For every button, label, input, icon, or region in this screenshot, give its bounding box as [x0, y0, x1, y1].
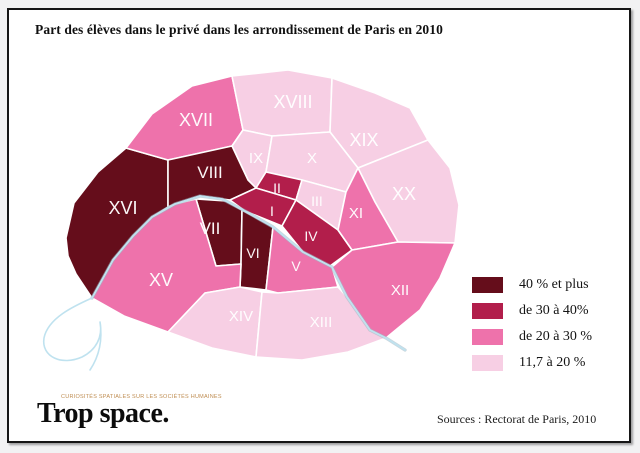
- region-label-VII: VII: [200, 219, 221, 238]
- legend-row: 40 % et plus: [472, 277, 592, 293]
- region-label-II: II: [273, 180, 281, 196]
- map-title: Part des élèves dans le privé dans les a…: [35, 22, 443, 37]
- trop-space-logo: CURIOSITÉS SPATIALES SUR LES SOCIÉTÉS HU…: [37, 394, 222, 428]
- seine-southwest-loop: [43, 297, 102, 371]
- region-label-XII: XII: [391, 282, 409, 299]
- legend-label: de 20 à 30 %: [519, 329, 593, 344]
- legend-label: 40 % et plus: [519, 277, 589, 292]
- legend-swatch-11-20: [472, 355, 503, 371]
- region-label-IX: IX: [249, 150, 263, 167]
- seine-channel: [91, 195, 406, 351]
- map-regions: [65, 69, 460, 361]
- region-label-XV: XV: [149, 270, 173, 290]
- region-label-VIII: VIII: [197, 163, 223, 182]
- legend-row: de 30 à 40%: [472, 303, 592, 319]
- logo-text: Trop space.: [37, 398, 169, 429]
- legend-swatch-30-40: [472, 303, 503, 319]
- region-label-IV: IV: [304, 228, 318, 244]
- region-label-III: III: [311, 193, 323, 209]
- seine-river: [43, 194, 407, 371]
- region-label-XX: XX: [392, 184, 416, 204]
- logo-tagline: CURIOSITÉS SPATIALES SUR LES SOCIÉTÉS HU…: [61, 394, 222, 400]
- legend-label: 11,7 à 20 %: [519, 355, 586, 370]
- region-label-I: I: [270, 203, 274, 219]
- region-label-XVII: XVII: [179, 110, 213, 130]
- region-label-XIX: XIX: [349, 130, 378, 150]
- region-label-XIV: XIV: [229, 308, 253, 325]
- region-label-XIII: XIII: [310, 314, 333, 331]
- sources-note: Sources : Rectorat de Paris, 2010: [437, 412, 597, 426]
- region-label-V: V: [291, 258, 301, 274]
- region-label-X: X: [307, 150, 317, 167]
- region-label-VI: VI: [246, 245, 259, 261]
- legend-swatch-40-plus: [472, 277, 503, 293]
- legend-row: de 20 à 30 %: [472, 329, 592, 345]
- region-label-XVIII: XVIII: [273, 92, 312, 112]
- region-label-XVI: XVI: [108, 198, 137, 218]
- map-labels: XVI XVII XVIII XIX XX IX X VIII II III I…: [108, 92, 416, 331]
- legend-swatch-20-30: [472, 329, 503, 345]
- legend-label: de 30 à 40%: [519, 303, 589, 318]
- region-label-XI: XI: [349, 205, 363, 222]
- legend: 40 % et plus de 30 à 40% de 20 à 30 % 11…: [472, 277, 592, 381]
- legend-row: 11,7 à 20 %: [472, 355, 592, 371]
